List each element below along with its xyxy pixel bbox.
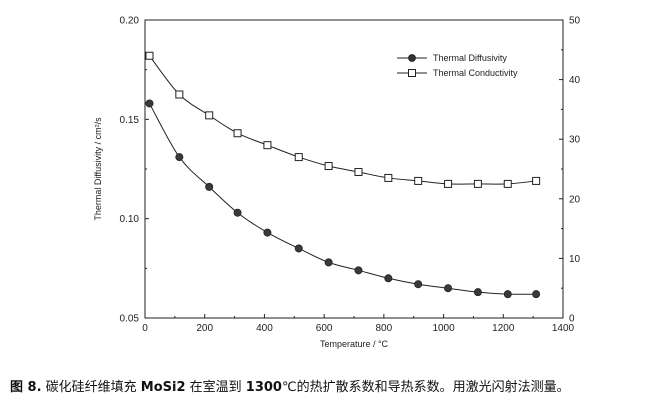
x-tick-label: 400 [256,323,273,334]
x-tick-label: 800 [376,323,393,334]
thermal-diffusivity-point [145,99,154,108]
caption-temp: 1300 [245,380,282,395]
y2-tick-label: 20 [569,194,581,205]
legend-diffusivity-label: Thermal Diffusivity [433,53,507,63]
thermal-diffusivity-point [324,258,333,267]
x-tick-label: 600 [316,323,333,334]
thermal-diffusivity-point [414,280,423,289]
y-tick-label: 0.15 [120,115,140,126]
thermal-diffusivity-point [263,228,272,237]
y2-tick-label: 0 [569,314,575,325]
caption-text-3: ℃的热扩散系数和导热系数。用激光闪射法测量。 [281,380,570,395]
thermal-diffusivity-point [294,244,303,253]
thermal-diffusivity-line [149,103,537,295]
caption-prefix: 图 8. [10,380,42,395]
y-tick-label: 0.10 [120,214,140,225]
thermal-conductivity-point [384,173,393,182]
thermal-diffusivity-point [503,290,512,299]
thermal-diffusivity-point [354,266,363,275]
thermal-conductivity-point [354,167,363,176]
legend-diffusivity-marker [408,54,416,62]
y-tick-label: 0.05 [120,314,140,325]
x-tick-label: 1000 [432,323,455,334]
x-axis-label: Temperature / °C [320,339,389,349]
thermal-conductivity-point [233,129,242,138]
x-tick-label: 1400 [552,323,575,334]
thermal-conductivity-point [414,176,423,185]
x-tick-label: 200 [196,323,213,334]
y2-tick-label: 50 [569,16,581,27]
thermal-conductivity-point [294,153,303,162]
x-tick-label: 0 [142,323,148,334]
thermal-conductivity-point [145,51,154,60]
y-axis-label: Thermal Diffusivity / cm²/s [93,117,103,221]
thermal-diffusivity-point [205,182,214,191]
caption-text-2: 在室温到 [185,380,246,395]
chart: 0 200 400 600 800 1000 1200 14000.050.100.150.2… [93,16,581,350]
legend-conductivity-label: Thermal Conductivity [433,68,518,78]
thermal-conductivity-point [473,179,482,188]
thermal-diffusivity-point [532,290,541,299]
ticks-layer: 0 200 400 600 800 1000 1200 14000.050.100.150.2… [120,16,581,335]
thermal-diffusivity-point [233,208,242,217]
thermal-conductivity-point [532,176,541,185]
caption-text-1: 碳化硅纤维填充 [41,380,141,395]
thermal-conductivity-point [263,141,272,150]
y-tick-label: 0.20 [120,16,140,27]
thermal-conductivity-point [175,90,184,99]
plot-area [144,19,564,319]
legend-conductivity-marker [408,69,416,77]
thermal-conductivity-point [324,162,333,171]
thermal-conductivity-point [444,179,453,188]
figure-caption: 图 8. 碳化硅纤维填充 MoSi2 在室温到 1300℃的热扩散系数和导热系数… [10,376,670,395]
thermal-diffusivity-point [175,153,184,162]
y2-tick-label: 10 [569,254,581,265]
thermal-diffusivity-point [384,274,393,283]
y2-tick-label: 40 [569,75,581,86]
thermal-diffusivity-point [444,284,453,293]
thermal-conductivity-point [503,179,512,188]
series-layer [145,51,541,299]
thermal-diffusivity-point [473,288,482,297]
legend: Thermal Diffusivity Thermal Conductivity [397,53,518,78]
x-tick-label: 1200 [492,323,515,334]
caption-material: MoSi2 [140,380,186,395]
thermal-conductivity-point [205,111,214,120]
y2-tick-label: 30 [569,135,581,146]
